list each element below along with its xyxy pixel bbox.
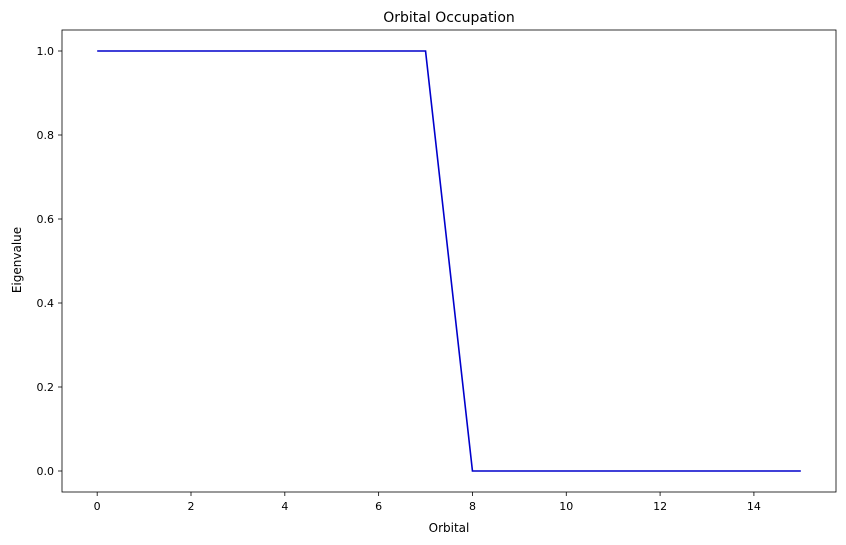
x-tick-label: 0 [94, 500, 101, 513]
plot-frame [61, 29, 837, 493]
x-tick-label: 10 [559, 500, 573, 513]
y-tick-label: 1.0 [37, 45, 55, 58]
chart-title: Orbital Occupation [383, 10, 515, 26]
y-axis-label: Eigenvalue [10, 227, 24, 293]
x-tick-label: 8 [469, 500, 476, 513]
x-tick-label: 2 [188, 500, 195, 513]
series-line [97, 50, 801, 472]
y-tick-label: 0.4 [37, 297, 55, 310]
x-tick-label: 12 [653, 500, 667, 513]
x-axis-label: Orbital [429, 521, 470, 535]
x-tick-label: 6 [375, 500, 382, 513]
y-tick-label: 0.2 [37, 381, 55, 394]
y-tick-label: 0.8 [37, 129, 55, 142]
y-tick-label: 0.6 [37, 213, 55, 226]
x-tick-label: 4 [281, 500, 288, 513]
x-tick-label: 14 [747, 500, 761, 513]
plot-area: 0 2 4 6 8 10 12 14 0.0 0.2 0.4 0.6 0.8 1.0 [37, 29, 837, 513]
y-tick-label: 0.0 [37, 465, 55, 478]
